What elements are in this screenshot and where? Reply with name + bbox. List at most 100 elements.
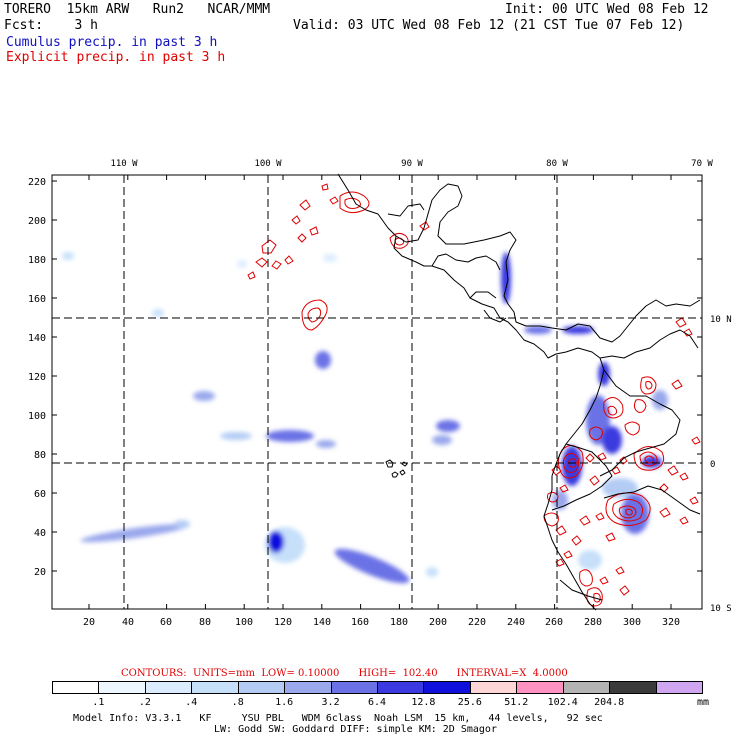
south-america-border — [599, 329, 699, 359]
x-tick-label: 140 — [313, 617, 331, 628]
contour-cluster — [633, 376, 683, 413]
contour-cluster — [675, 317, 701, 445]
cumulus-cell — [315, 351, 331, 369]
axis-ticks — [52, 175, 702, 609]
lon-label: 110 W — [110, 159, 138, 169]
caribbean-coast — [337, 173, 701, 343]
x-tick-label: 300 — [623, 617, 641, 628]
colorbar-label: 25.6 — [457, 697, 482, 708]
y-tick-label: 100 — [28, 411, 46, 422]
x-tick-label: 60 — [160, 617, 172, 628]
x-tick-label: 280 — [584, 617, 602, 628]
cumulus-cell — [524, 326, 552, 334]
cumulus-cell — [598, 362, 610, 386]
colorbar-swatch — [469, 681, 518, 694]
peru-coastline — [559, 579, 603, 601]
colorbar-swatch — [98, 681, 146, 694]
explicit-precip-label: Explicit precip. in past 3 h — [6, 50, 226, 65]
y-tick-label: 60 — [34, 489, 46, 500]
x-tick-label: 100 — [235, 617, 253, 628]
colorbar-swatch — [144, 681, 193, 694]
colombia-border — [599, 369, 681, 477]
latlon-grid — [52, 175, 702, 609]
colorbar-swatch — [655, 681, 703, 694]
cumulus-cell — [323, 254, 337, 262]
ecuador-border — [551, 443, 613, 511]
lat-label: 10 S — [710, 604, 732, 614]
init-time: Init: 00 UTC Wed 08 Feb 12 — [505, 2, 709, 17]
colorbar-swatch — [377, 681, 425, 694]
y-tick-label: 220 — [28, 177, 46, 188]
colorbar-swatch — [237, 681, 286, 694]
colorbar-label: .8 — [231, 697, 244, 708]
map-frame — [51, 174, 703, 610]
cumulus-cell — [80, 523, 190, 543]
x-index-labels: 20 40 60 80 100 120 140 160 180 200 220 … — [83, 617, 680, 628]
contour-cluster — [389, 221, 430, 249]
x-tick-label: 200 — [429, 617, 447, 628]
contour-cluster — [605, 492, 651, 526]
y-index-labels: 220 200 180 160 140 120 100 80 60 40 20 — [28, 177, 46, 578]
colorbar-label: 51.2 — [504, 697, 529, 708]
colorbar-label: 12.8 — [411, 697, 436, 708]
colorbar-swatch — [284, 681, 332, 694]
model-title: TORERO 15km ARW Run2 NCAR/MMM — [4, 2, 271, 17]
y-tick-label: 200 — [28, 216, 46, 227]
cumulus-cell — [578, 550, 602, 570]
x-tick-label: 120 — [274, 617, 292, 628]
y-tick-label: 40 — [34, 528, 46, 539]
physics-info: LW: Godd SW: Goddard DIFF: simple KM: 2D… — [214, 724, 497, 735]
cumulus-cell — [432, 435, 452, 445]
y-tick-label: 160 — [28, 294, 46, 305]
colorbar-label: 1.6 — [275, 697, 294, 708]
contour-cluster — [291, 183, 339, 243]
cumulus-cell — [316, 440, 336, 448]
cumulus-cell — [174, 520, 190, 528]
galapagos-islands — [385, 459, 408, 478]
coastlines — [337, 173, 701, 611]
colorbar-label: .2 — [138, 697, 151, 708]
y-tick-label: 80 — [34, 450, 46, 461]
cumulus-cell — [237, 260, 247, 268]
contour-info: CONTOURS: UNITS=mm LOW= 0.10000 HIGH= 10… — [121, 668, 568, 679]
explicit-precip-contours — [247, 183, 701, 607]
lat-label: 0 — [710, 460, 715, 470]
x-tick-label: 220 — [468, 617, 486, 628]
cumulus-cell — [152, 309, 164, 317]
x-tick-label: 320 — [662, 617, 680, 628]
lon-label: 80 W — [546, 159, 568, 169]
colorbar-label: 102.4 — [547, 697, 578, 708]
colorbar-swatch — [609, 681, 657, 694]
colorbar-swatch — [330, 681, 378, 694]
lon-label: 100 W — [254, 159, 282, 169]
x-tick-label: 20 — [83, 617, 95, 628]
x-tick-label: 240 — [507, 617, 525, 628]
cumulus-cell — [652, 390, 668, 410]
valid-time: Valid: 03 UTC Wed 08 Feb 12 (21 CST Tue … — [293, 18, 685, 33]
x-tick-label: 160 — [351, 617, 369, 628]
colorbar-swatch — [191, 681, 239, 694]
lon-label: 70 W — [691, 159, 713, 169]
y-tick-label: 20 — [34, 567, 46, 578]
central-america-border — [469, 291, 497, 299]
lat-label: 10 N — [710, 315, 732, 325]
colorbar-swatch — [423, 681, 471, 694]
colorbar-swatch — [516, 681, 564, 694]
colorbar-label: 204.8 — [594, 697, 625, 708]
colorbar-units: mm — [697, 697, 710, 708]
x-tick-label: 260 — [545, 617, 563, 628]
contour-cluster — [543, 512, 573, 567]
cumulus-cell — [562, 446, 582, 486]
lon-label: 90 W — [401, 159, 423, 169]
contour-cluster — [247, 239, 294, 280]
contour-cluster — [301, 299, 328, 331]
cumulus-cell — [193, 391, 215, 401]
contour-cluster — [579, 566, 630, 607]
colorbar-swatch — [562, 681, 611, 694]
cumulus-cell — [268, 531, 284, 553]
lat-labels: 10 N 0 10 S — [710, 315, 732, 614]
y-tick-label: 140 — [28, 333, 46, 344]
x-tick-label: 40 — [122, 617, 134, 628]
colorbar-label: 6.4 — [367, 697, 387, 708]
cumulus-cell — [266, 430, 314, 442]
